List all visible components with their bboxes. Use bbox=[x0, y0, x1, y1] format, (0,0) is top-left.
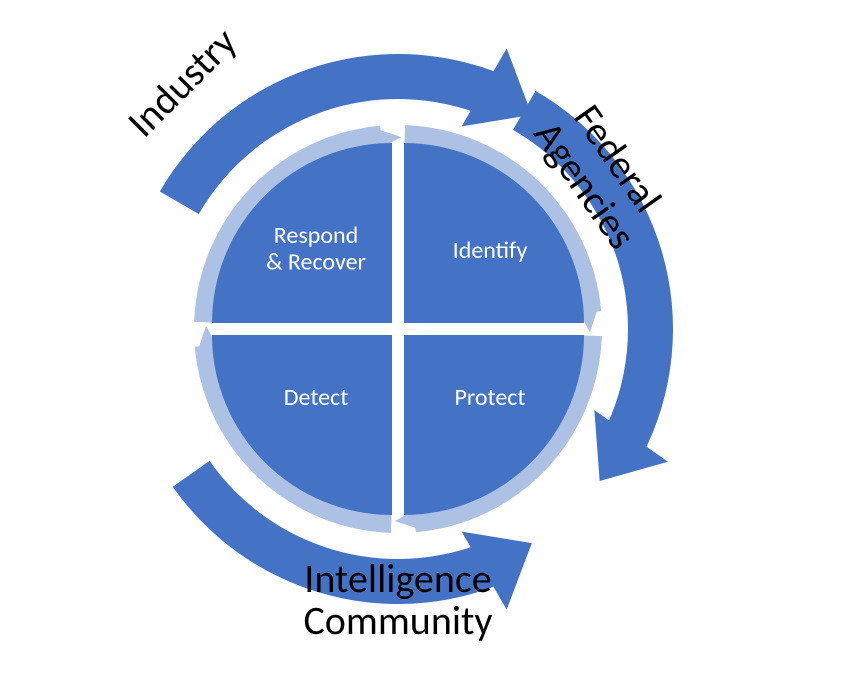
inner-cycle-ring bbox=[194, 125, 602, 533]
quadrant-label-respond_recover: Respond& Recover bbox=[266, 221, 366, 276]
quadrant-label-identify: Identify bbox=[453, 236, 528, 265]
q-bottom-left bbox=[212, 335, 392, 515]
outer-label-intelligence-community: Intelligence Community bbox=[303, 558, 492, 642]
quadrant-group bbox=[212, 143, 584, 515]
diagram-stage: Identify Respond& Recover Detect Protect In… bbox=[0, 0, 842, 700]
quadrant-label-detect: Detect bbox=[284, 383, 349, 412]
q-bottom-right bbox=[404, 335, 584, 515]
quadrant-label-protect: Protect bbox=[455, 383, 526, 412]
